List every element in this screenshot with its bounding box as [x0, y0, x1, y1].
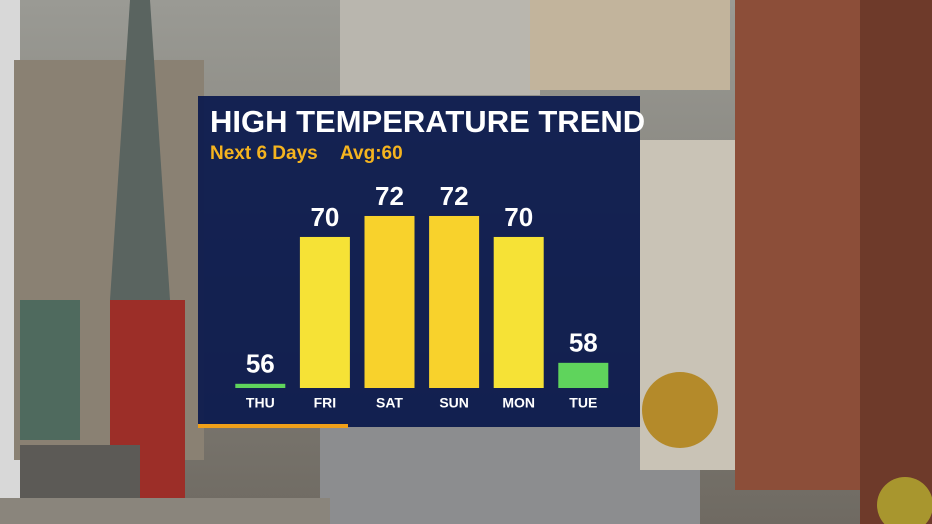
x-tick-label: FRI [314, 395, 337, 411]
x-tick-label: SAT [376, 395, 403, 411]
bar [429, 215, 480, 388]
chart-subtitle: Next 6 Days [210, 143, 318, 164]
value-label: 72 [440, 181, 469, 211]
value-label: 72 [375, 181, 404, 211]
value-label: 70 [310, 202, 339, 232]
chart-title: HIGH TEMPERATURE TREND [210, 104, 645, 139]
value-label: 56 [246, 349, 275, 379]
x-tick-label: SUN [439, 395, 469, 411]
x-tick-label: THU [246, 395, 275, 411]
x-tick-label: MON [502, 395, 535, 411]
x-tick-label: TUE [569, 395, 597, 411]
bar [364, 215, 415, 388]
bar [558, 362, 609, 388]
bar [299, 236, 350, 388]
bar [235, 383, 286, 388]
value-label: 58 [569, 328, 598, 358]
bar [493, 236, 544, 388]
value-label: 70 [504, 202, 533, 232]
accent-line [198, 424, 348, 428]
average-annotation: Avg:60 [340, 143, 403, 164]
